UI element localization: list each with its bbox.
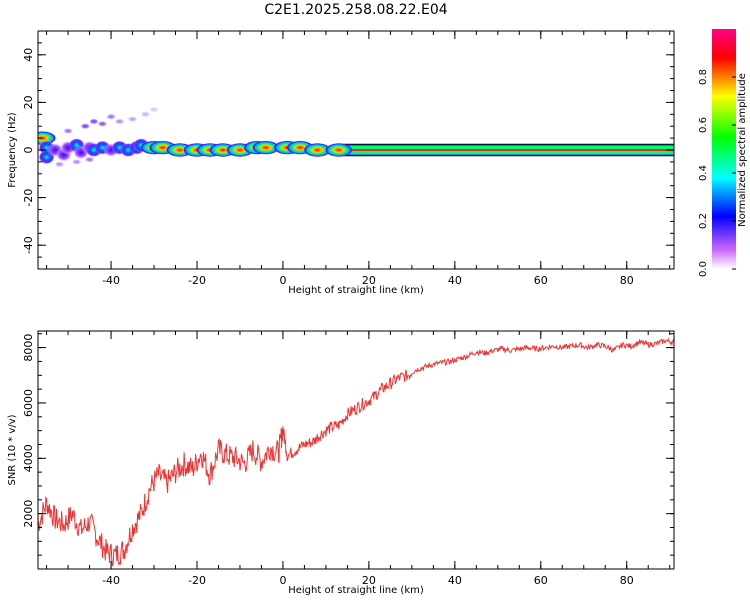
colorbar-tick-label: 0.8 bbox=[698, 69, 709, 85]
snr-series-line bbox=[38, 337, 674, 567]
spectrogram-x-tick-label: -20 bbox=[188, 274, 206, 287]
spectrogram-x-tick-label: 20 bbox=[362, 274, 376, 287]
snr-plot-area bbox=[38, 331, 674, 569]
spectrogram-noise-blob bbox=[63, 127, 74, 134]
spectrogram-noise-blob bbox=[88, 118, 99, 125]
spectrogram-noise-blob bbox=[97, 120, 108, 127]
snr-y-label: SNR (10 * v/v) bbox=[7, 414, 18, 485]
snr-y-axis: 2000 4000 6000 8000 bbox=[22, 333, 674, 570]
snr-y-tick-label: 4000 bbox=[22, 444, 35, 472]
snr-x-tick-label: 60 bbox=[534, 574, 548, 587]
colorbar-tick-label: 0.0 bbox=[698, 261, 709, 277]
spectrogram-blob bbox=[324, 143, 353, 157]
spectrogram-y-tick-label: 20 bbox=[22, 95, 35, 109]
snr-frame bbox=[37, 330, 675, 570]
spectrogram-noise-blob bbox=[80, 123, 91, 130]
spectrogram-y-axis: -40 -20 0 20 40 bbox=[22, 30, 674, 270]
snr-panel: -40 -20 0 20 40 60 80 2000 4000 6000 8000 Height … bbox=[7, 330, 675, 596]
spectrogram-y-label: Frequency (Hz) bbox=[7, 112, 18, 188]
chart-title: C2E1.2025.258.08.22.E04 bbox=[264, 2, 447, 18]
spectrogram-y-tick-label: 40 bbox=[22, 48, 35, 62]
spectrogram-noise-blob bbox=[149, 106, 160, 113]
spectrogram-x-label: Height of straight line (km) bbox=[288, 285, 424, 296]
snr-y-tick-label: 2000 bbox=[22, 500, 35, 528]
snr-x-tick-label: 20 bbox=[362, 574, 376, 587]
spectrogram-noise-blob bbox=[106, 113, 117, 120]
spectrogram-noise-blob bbox=[84, 156, 95, 163]
spectrogram-x-axis: -40 -20 0 20 40 60 80 bbox=[46, 31, 671, 287]
spectrogram-noise-blob bbox=[54, 161, 65, 168]
colorbar-axis: 0.0 0.2 0.4 0.6 0.8 bbox=[698, 69, 736, 277]
snr-y-tick-label: 8000 bbox=[22, 334, 35, 362]
snr-x-tick-label: 0 bbox=[279, 574, 286, 587]
spectrogram-y-tick-label: -40 bbox=[22, 236, 35, 254]
snr-x-tick-label: -40 bbox=[102, 574, 120, 587]
spectrogram-image bbox=[38, 106, 674, 168]
colorbar-tick-label: 0.4 bbox=[698, 165, 709, 181]
colorbar-gradient bbox=[712, 29, 736, 269]
spectrogram-blob bbox=[251, 140, 280, 155]
colorbar: 0.0 0.2 0.4 0.6 0.8 Normalized spectral ampl… bbox=[698, 29, 748, 277]
spectrogram-noise-blob bbox=[140, 111, 151, 118]
spectrogram-x-tick-label: 60 bbox=[534, 274, 548, 287]
spectrogram-x-tick-label: -40 bbox=[102, 274, 120, 287]
spectrogram-x-tick-label: 40 bbox=[448, 274, 462, 287]
snr-y-tick-label: 6000 bbox=[22, 389, 35, 417]
spectrogram-x-tick-label: 80 bbox=[620, 274, 634, 287]
spectrogram-band-core bbox=[338, 149, 674, 151]
snr-x-label: Height of straight line (km) bbox=[288, 585, 424, 596]
spectrogram-noise-blob bbox=[71, 158, 82, 165]
spectrogram-blob bbox=[303, 143, 332, 157]
colorbar-tick-label: 0.6 bbox=[698, 117, 709, 133]
snr-x-tick-label: 80 bbox=[620, 574, 634, 587]
colorbar-tick-label: 0.2 bbox=[698, 213, 709, 229]
snr-x-tick-label: -20 bbox=[188, 574, 206, 587]
spectrogram-y-tick-label: 0 bbox=[22, 147, 35, 154]
snr-x-tick-label: 40 bbox=[448, 574, 462, 587]
spectrogram-noise-blob bbox=[114, 118, 125, 125]
snr-x-axis: -40 -20 0 20 40 60 80 bbox=[46, 331, 671, 587]
spectrogram-y-tick-label: -20 bbox=[22, 189, 35, 207]
spectrogram-noise-blob bbox=[127, 116, 138, 123]
spectrogram-x-tick-label: 0 bbox=[279, 274, 286, 287]
colorbar-label: Normalized spectral amplitude bbox=[737, 73, 748, 227]
spectrogram-panel: -40 -20 0 20 40 60 80 -40 -20 0 20 40 Height of st… bbox=[7, 30, 675, 296]
